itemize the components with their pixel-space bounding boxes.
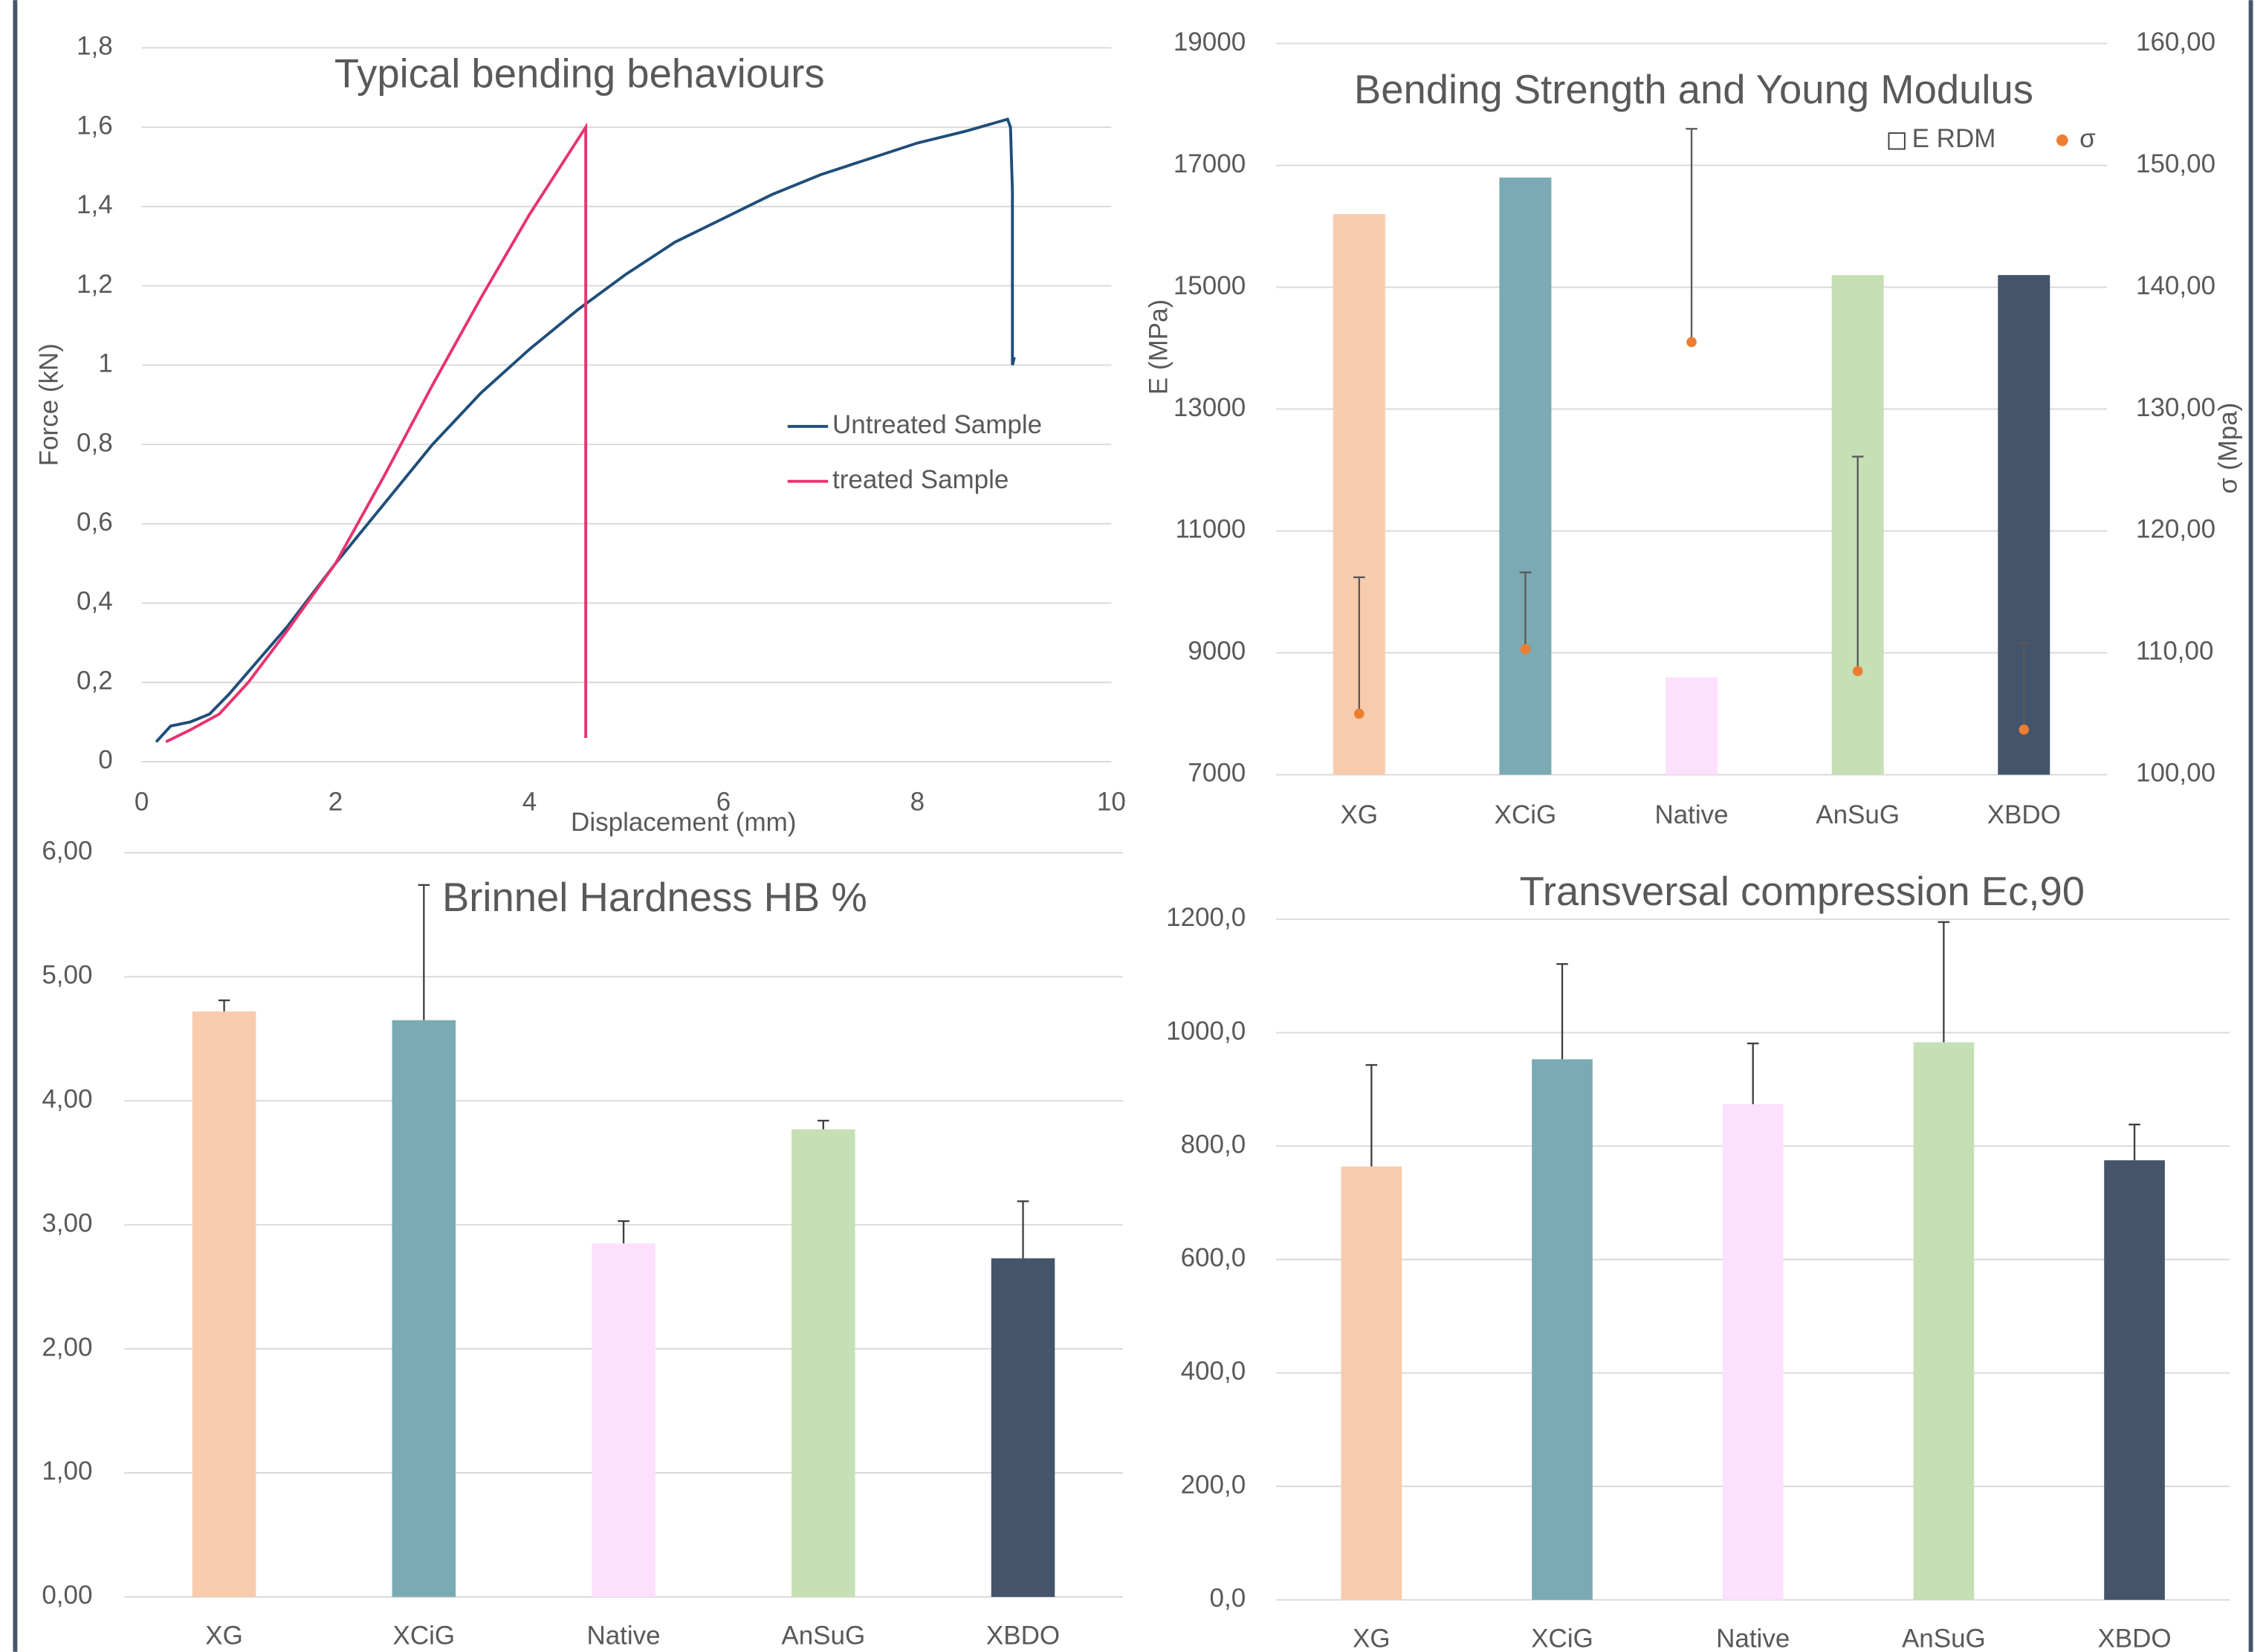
x-tick-label: XBDO [1987,800,2061,829]
legend-swatch [1888,132,1906,150]
bar [1532,1059,1593,1600]
y-tick-label: 4,00 [42,1085,92,1114]
chart-title: Transversal compression Ec,90 [1520,869,2085,914]
y-tick-label: 9000 [1188,637,1246,666]
bar [1913,1042,1975,1600]
point [1686,337,1697,348]
legend-label: σ [2079,124,2096,153]
y-tick-label: 0,6 [77,508,113,537]
y-tick-label: 160,00 [2136,27,2215,56]
bar [991,1258,1055,1597]
point [1852,666,1863,676]
y-tick-label: 1000,0 [1166,1017,1246,1046]
y-tick-label: 6,00 [42,837,92,866]
y-tick-label: 0,2 [77,666,113,695]
x-tick-label: Native [586,1622,660,1651]
x-tick-label: XBDO [986,1622,1060,1651]
y-tick-label: 3,00 [42,1208,92,1237]
x-axis-label: Displacement (mm) [571,808,796,837]
x-tick-label: XG [1353,1624,1391,1652]
x-tick-label: AnSuG [781,1622,865,1651]
bar [592,1243,655,1597]
data-line [155,117,1016,743]
y-tick-label: 0,4 [77,587,113,616]
x-tick-label: XG [205,1622,243,1651]
y-tick-label: 140,00 [2136,271,2215,300]
bar [1722,1104,1784,1600]
y-tick-label: 11000 [1175,515,1246,544]
legend-label: Untreated Sample [832,410,1042,439]
x-tick-label: 2 [328,788,343,817]
x-tick-label: AnSuG [1816,800,1900,829]
legend-label: E RDM [1912,124,1996,153]
y-axis-label: E (MPa) [1145,299,1174,395]
x-tick-label: XG [1341,800,1379,829]
point [1520,644,1531,655]
x-tick-label: XBDO [2097,1624,2171,1652]
y-tick-label: 0,0 [1210,1584,1246,1613]
y-tick-label: 1,4 [77,190,113,219]
y-tick-label: 13000 [1174,393,1246,422]
bar [1341,1166,1402,1600]
x-tick-label: XCiG [1495,800,1557,829]
bar [392,1020,456,1597]
y-tick-label: 1,6 [77,111,113,140]
y-tick-label: 1200,0 [1166,903,1246,932]
bar [1665,677,1718,775]
y-tick-label: 120,00 [2136,515,2215,544]
y-tick-label: 1,2 [77,270,113,299]
y2-axis-label: σ (Mpa) [2214,403,2243,494]
x-tick-label: 10 [1097,788,1126,817]
chart-title: Brinnel Hardness HB % [442,875,867,920]
data-line [165,122,588,744]
bar [792,1129,855,1597]
y-tick-label: 0 [98,745,112,774]
y-tick-label: 0,00 [42,1581,92,1610]
chart-title: Bending Strength and Young Modulus [1354,67,2033,112]
bar [192,1011,256,1597]
point [1354,708,1365,719]
y-axis-label: Force (kN) [34,343,63,466]
chart-title: Typical bending behaviours [334,51,825,97]
x-tick-label: Native [1716,1624,1790,1652]
y-tick-label: 2,00 [42,1332,92,1361]
y-tick-label: 0,8 [77,428,113,457]
y-tick-label: 800,0 [1181,1130,1246,1159]
y-tick-label: 1,00 [42,1457,92,1486]
y-tick-label: 600,0 [1181,1243,1246,1272]
x-tick-label: 6 [716,788,731,817]
point [2019,724,2030,735]
bar [1499,177,1552,775]
x-tick-label: XCiG [1531,1624,1593,1652]
legend-label: treated Sample [832,465,1009,494]
x-tick-label: Native [1654,800,1728,829]
x-tick-label: 8 [910,788,925,817]
y-tick-label: 400,0 [1181,1357,1246,1386]
legend-swatch [2056,135,2068,146]
left-border [13,0,18,1652]
y-tick-label: 1,8 [77,32,113,61]
x-tick-label: AnSuG [1902,1624,1986,1652]
y-tick-label: 1 [98,349,112,378]
y-tick-label: 5,00 [42,961,92,990]
y-tick-label: 110,00 [2136,637,2213,666]
y-tick-label: 17000 [1174,149,1246,178]
right-border [2248,0,2253,1652]
y-tick-label: 130,00 [2136,393,2215,422]
x-tick-label: XCiG [393,1622,456,1651]
y-tick-label: 200,0 [1181,1470,1246,1499]
y-tick-label: 7000 [1188,759,1246,788]
bar [2104,1160,2165,1600]
y-tick-label: 100,00 [2136,759,2215,788]
y-tick-label: 19000 [1174,27,1246,56]
y-tick-label: 15000 [1174,271,1246,300]
y-tick-label: 150,00 [2136,149,2215,178]
x-tick-label: 0 [135,788,149,817]
x-tick-label: 4 [522,788,537,817]
